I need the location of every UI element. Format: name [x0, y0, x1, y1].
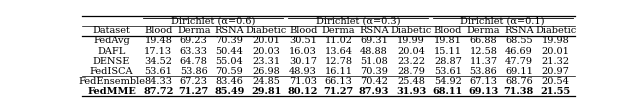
Text: 30.17: 30.17 — [289, 57, 317, 66]
Text: 87.72: 87.72 — [143, 87, 173, 96]
Text: Dirichlet (α=0.1): Dirichlet (α=0.1) — [460, 16, 545, 25]
Text: 19.99: 19.99 — [397, 37, 425, 46]
Text: 70.39: 70.39 — [360, 67, 388, 76]
Text: 12.78: 12.78 — [324, 57, 353, 66]
Text: 83.46: 83.46 — [215, 77, 243, 86]
Text: 30.51: 30.51 — [289, 37, 317, 46]
Text: Dirichlet (α=0.6): Dirichlet (α=0.6) — [171, 16, 255, 25]
Text: 16.11: 16.11 — [324, 67, 353, 76]
Text: 19.81: 19.81 — [434, 37, 462, 46]
Text: Blood: Blood — [434, 26, 462, 35]
Text: 68.76: 68.76 — [505, 77, 532, 86]
Text: 87.93: 87.93 — [359, 87, 389, 96]
Text: 84.33: 84.33 — [145, 77, 172, 86]
Text: Blood: Blood — [144, 26, 173, 35]
Text: 12.58: 12.58 — [470, 47, 497, 56]
Text: 13.64: 13.64 — [324, 47, 353, 56]
Text: DAFL: DAFL — [97, 47, 125, 56]
Text: 23.22: 23.22 — [397, 57, 425, 66]
Text: 29.81: 29.81 — [251, 87, 282, 96]
Text: FedMME: FedMME — [87, 87, 136, 96]
Text: 54.92: 54.92 — [434, 77, 462, 86]
Text: DENSE: DENSE — [93, 57, 130, 66]
Text: Diabetic: Diabetic — [246, 26, 287, 35]
Text: 23.31: 23.31 — [252, 57, 280, 66]
Text: Derma: Derma — [322, 26, 355, 35]
Text: 66.13: 66.13 — [324, 77, 353, 86]
Text: 20.01: 20.01 — [252, 37, 280, 46]
Text: 50.44: 50.44 — [215, 47, 243, 56]
Text: 20.01: 20.01 — [542, 47, 570, 56]
Text: 71.27: 71.27 — [179, 87, 209, 96]
Text: 28.87: 28.87 — [434, 57, 462, 66]
Text: FedISCA: FedISCA — [90, 67, 133, 76]
Text: 53.86: 53.86 — [180, 67, 207, 76]
Text: 19.98: 19.98 — [542, 37, 570, 46]
Text: 68.11: 68.11 — [433, 87, 463, 96]
Text: 51.08: 51.08 — [360, 57, 388, 66]
Text: 67.13: 67.13 — [469, 77, 497, 86]
Text: Dataset: Dataset — [93, 26, 131, 35]
Text: 26.98: 26.98 — [252, 67, 280, 76]
Text: 68.55: 68.55 — [505, 37, 532, 46]
Text: FedEnsemble: FedEnsemble — [78, 77, 145, 86]
Text: Blood: Blood — [289, 26, 317, 35]
Text: Diabetic: Diabetic — [535, 26, 577, 35]
Text: RSNA: RSNA — [359, 26, 389, 35]
Text: 21.32: 21.32 — [541, 57, 570, 66]
Text: Derma: Derma — [467, 26, 500, 35]
Text: 70.59: 70.59 — [216, 67, 243, 76]
Text: 11.37: 11.37 — [469, 57, 497, 66]
Text: 63.33: 63.33 — [180, 47, 208, 56]
Text: 17.13: 17.13 — [144, 47, 172, 56]
Text: 20.97: 20.97 — [542, 67, 570, 76]
Text: 69.23: 69.23 — [180, 37, 208, 46]
Text: 53.61: 53.61 — [145, 67, 172, 76]
Text: 69.11: 69.11 — [505, 67, 532, 76]
Text: 31.93: 31.93 — [396, 87, 426, 96]
Text: 55.04: 55.04 — [216, 57, 243, 66]
Text: 85.49: 85.49 — [214, 87, 244, 96]
Text: 70.39: 70.39 — [215, 37, 243, 46]
Text: 34.52: 34.52 — [145, 57, 172, 66]
Text: 21.55: 21.55 — [541, 87, 571, 96]
Text: 47.79: 47.79 — [505, 57, 533, 66]
Text: 71.38: 71.38 — [504, 87, 534, 96]
Text: 70.42: 70.42 — [360, 77, 388, 86]
Text: RSNA: RSNA — [214, 26, 244, 35]
Text: 20.03: 20.03 — [252, 47, 280, 56]
Text: 20.54: 20.54 — [542, 77, 570, 86]
Text: 66.88: 66.88 — [470, 37, 497, 46]
Text: 69.31: 69.31 — [360, 37, 388, 46]
Text: Dirichlet (α=0.3): Dirichlet (α=0.3) — [316, 16, 400, 25]
Text: 20.04: 20.04 — [397, 47, 425, 56]
Text: 28.79: 28.79 — [397, 67, 425, 76]
Text: 80.12: 80.12 — [288, 87, 318, 96]
Text: 11.02: 11.02 — [324, 37, 353, 46]
Text: 24.85: 24.85 — [252, 77, 280, 86]
Text: 15.11: 15.11 — [434, 47, 462, 56]
Text: 53.61: 53.61 — [434, 67, 462, 76]
Text: 71.27: 71.27 — [323, 87, 354, 96]
Text: 48.88: 48.88 — [360, 47, 388, 56]
Text: 64.78: 64.78 — [180, 57, 208, 66]
Text: 53.86: 53.86 — [470, 67, 497, 76]
Text: 25.48: 25.48 — [397, 77, 425, 86]
Text: Derma: Derma — [177, 26, 211, 35]
Text: 16.03: 16.03 — [289, 47, 317, 56]
Text: 71.03: 71.03 — [289, 77, 317, 86]
Text: 46.69: 46.69 — [505, 47, 532, 56]
Text: 67.23: 67.23 — [180, 77, 208, 86]
Text: 48.93: 48.93 — [289, 67, 317, 76]
Text: FedAvg: FedAvg — [93, 37, 130, 46]
Text: 19.48: 19.48 — [145, 37, 172, 46]
Text: Diabetic: Diabetic — [390, 26, 431, 35]
Text: RSNA: RSNA — [504, 26, 534, 35]
Text: 69.13: 69.13 — [468, 87, 499, 96]
